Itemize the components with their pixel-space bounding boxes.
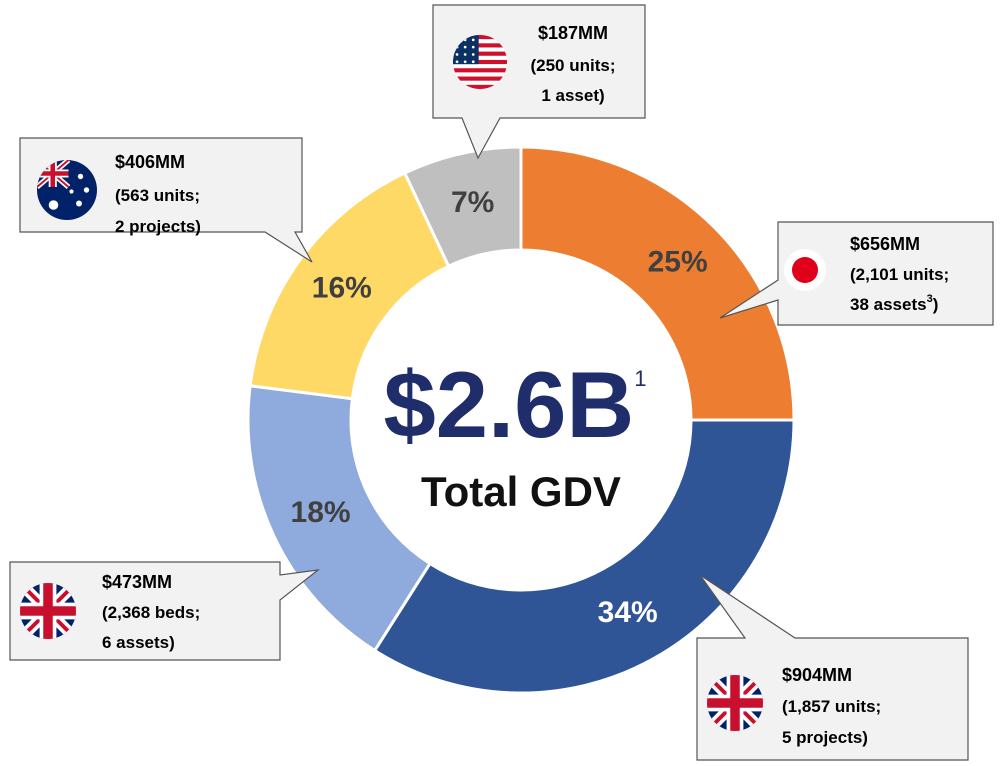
flag-part — [83, 187, 90, 193]
center-labels: $2.6B1 Total GDV — [383, 352, 646, 515]
callout-line: (250 units; — [530, 56, 615, 75]
flag-part — [453, 59, 507, 65]
callout-tail: ) — [933, 295, 939, 314]
flag-icon — [20, 583, 76, 639]
callout-box — [19, 137, 313, 263]
flag-part — [463, 60, 467, 64]
donut — [246, 145, 796, 695]
callout-line: 38 assets — [850, 295, 927, 314]
callout-line: (2,368 beds; — [102, 603, 200, 622]
callout-text: 38 assets3) — [850, 293, 938, 315]
callout-line: 6 assets) — [102, 633, 175, 652]
flag-part — [791, 256, 819, 284]
callout-text: (2,368 beds; — [102, 603, 200, 622]
flag-part — [48, 200, 59, 210]
value-label: 18% — [291, 496, 351, 529]
value-label: 34% — [598, 596, 658, 629]
flag-icon — [37, 160, 97, 220]
donut-slice — [246, 384, 432, 653]
callout-line: 2 projects) — [115, 217, 201, 236]
callout-line: (563 units; — [115, 186, 200, 205]
callout-line: $656MM — [850, 234, 920, 254]
flag-part — [463, 53, 467, 56]
callout-text: (2,101 units; — [850, 265, 949, 284]
flag-part — [453, 43, 507, 48]
callout-line: 5 projects) — [782, 728, 868, 747]
callout: $656MM (2,101 units; 38 assets3) — [719, 221, 994, 326]
flag-part — [707, 675, 763, 731]
flag-part — [453, 35, 507, 40]
value-labels: 25% 34% 18% 16% 7% — [291, 186, 708, 629]
callout: $904MM (1,857 units; 5 projects) — [696, 574, 969, 761]
flag-part — [463, 45, 467, 49]
callout-text: 2 projects) — [115, 217, 201, 236]
center-value: $2.6B — [383, 352, 634, 457]
callout-box — [719, 221, 994, 326]
callout: $406MM (563 units; 2 projects) — [19, 137, 313, 263]
callout-line: (1,857 units; — [782, 697, 881, 716]
callout-text: $473MM — [102, 572, 172, 592]
callout-text: (1,857 units; — [782, 697, 881, 716]
flag-part — [37, 160, 69, 187]
donut-slice — [402, 145, 523, 269]
donut-slice — [519, 145, 796, 422]
donut-slice — [372, 418, 796, 695]
callout-line: 1 asset) — [541, 86, 604, 105]
flag-part — [455, 53, 459, 56]
callout: $473MM (2,368 beds; 6 assets) — [9, 561, 321, 661]
flag-part — [453, 55, 507, 61]
center-footnote: 1 — [634, 366, 646, 391]
flag-part — [453, 64, 507, 69]
value-label: 25% — [648, 245, 708, 278]
flag-part — [471, 53, 475, 56]
flag-part — [453, 80, 507, 86]
flag-icon — [707, 675, 763, 731]
callout: $187MM (250 units; 1 asset) — [432, 4, 646, 160]
flag-part — [471, 45, 475, 49]
callout-box — [696, 574, 969, 761]
flag-part — [76, 200, 82, 207]
center-label: $2.6B1 — [383, 352, 646, 457]
callout-line: $904MM — [782, 665, 852, 685]
value-label: 16% — [312, 272, 372, 305]
flag-part — [453, 84, 507, 89]
callout-text: $187MM — [538, 23, 608, 43]
callouts: $656MM (2,101 units; 38 assets3) $904MM (1,8… — [9, 4, 994, 761]
callout-text: (250 units; — [530, 56, 615, 75]
callout-line: $406MM — [115, 152, 185, 172]
center-subtitle: Total GDV — [421, 468, 621, 515]
flag-part — [471, 60, 475, 64]
flag-part — [455, 60, 459, 64]
callout-box — [9, 561, 321, 661]
flag-part — [453, 47, 507, 53]
flag-part — [77, 173, 84, 180]
value-label: 7% — [451, 186, 494, 219]
callout-footnote: 3 — [927, 293, 933, 305]
callout-text: $406MM — [115, 152, 185, 172]
callout-line: (2,101 units; — [850, 265, 949, 284]
flag-part — [471, 38, 475, 42]
flag-part — [453, 76, 507, 82]
callout-line: $473MM — [102, 572, 172, 592]
callout-line: $187MM — [538, 23, 608, 43]
flag-part — [20, 583, 76, 639]
flag-part — [453, 51, 507, 57]
callout-text: 1 asset) — [541, 86, 604, 105]
callout-text: $656MM — [850, 234, 920, 254]
callout-text: $904MM — [782, 665, 852, 685]
flag-part — [453, 68, 507, 73]
flag-part — [453, 72, 507, 78]
flag-part — [69, 189, 74, 194]
callout-text: (563 units; — [115, 186, 200, 205]
callout-text: 6 assets) — [102, 633, 175, 652]
flag-part — [453, 39, 507, 44]
callout-text: 5 projects) — [782, 728, 868, 747]
flag-icon — [784, 249, 826, 291]
